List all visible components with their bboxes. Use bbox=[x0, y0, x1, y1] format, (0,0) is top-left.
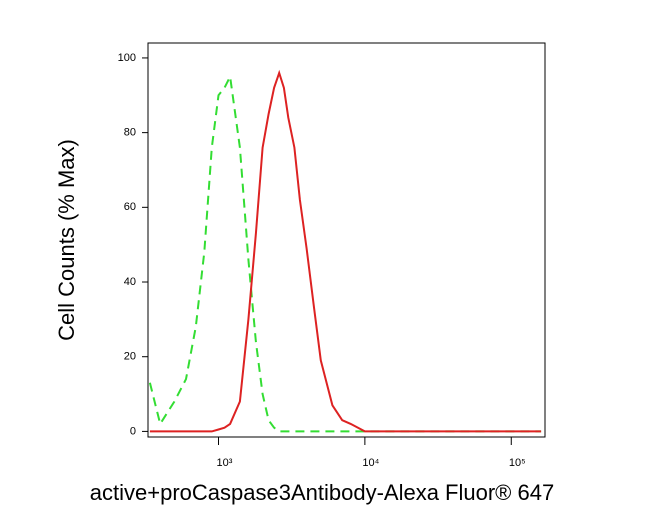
series-line bbox=[149, 69, 542, 433]
y-axis-label: Cell Counts (% Max) bbox=[54, 139, 79, 341]
y-tick-label: 60 bbox=[124, 201, 136, 213]
x-tick-label: 10³ bbox=[217, 457, 233, 469]
y-tick-label: 0 bbox=[130, 425, 136, 437]
x-tick-label: 10⁵ bbox=[509, 457, 526, 469]
y-tick-label: 20 bbox=[124, 351, 136, 363]
x-axis-label: active+proCaspase3Antibody-Alexa Fluor® … bbox=[90, 480, 554, 505]
y-tick-label: 40 bbox=[124, 276, 136, 288]
y-tick-label: 80 bbox=[124, 127, 136, 139]
x-tick-label: 10⁴ bbox=[362, 457, 379, 469]
y-tick-label: 100 bbox=[118, 52, 136, 64]
series-line bbox=[148, 73, 542, 433]
plot-frame bbox=[147, 42, 546, 438]
